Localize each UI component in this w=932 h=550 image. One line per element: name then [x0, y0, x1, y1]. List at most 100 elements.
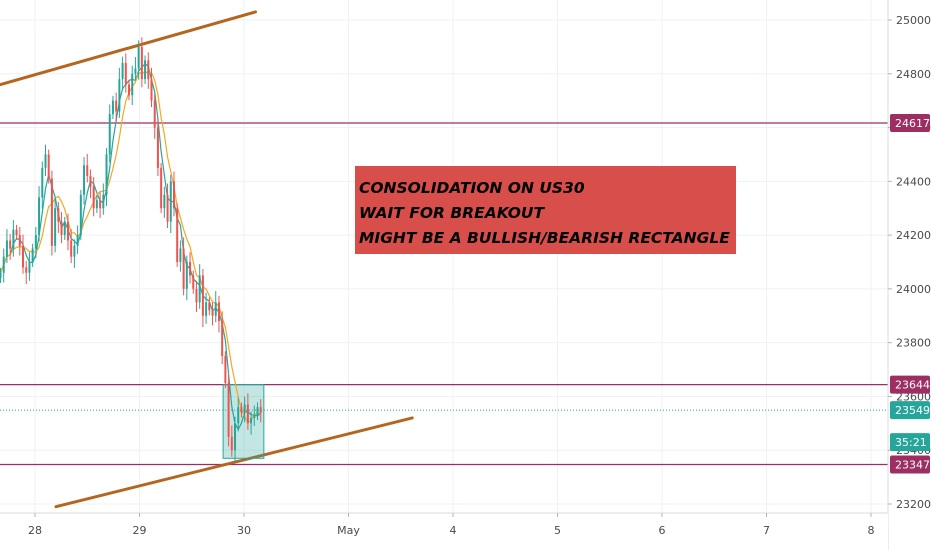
annotation-box: [355, 166, 736, 254]
candle-body: [86, 165, 89, 176]
last-price-tag: 23549: [895, 404, 930, 417]
candle-body: [179, 248, 182, 262]
candle-body: [60, 221, 63, 236]
channel-line-upper: [0, 10, 257, 87]
time-tick-label: 30: [237, 524, 251, 537]
candle-body: [31, 248, 34, 262]
candle-body: [224, 356, 227, 383]
candle-body: [140, 46, 143, 80]
candle-body: [182, 248, 185, 289]
candle-body: [25, 267, 28, 273]
price-level-tag: 24617: [895, 117, 930, 130]
annotation-line-3: MIGHT BE A BULLISH/BEARISH RECTANGLE: [359, 229, 730, 247]
channel-lines: [0, 10, 414, 509]
time-tick-label: 29: [133, 524, 147, 537]
candle-body: [185, 262, 188, 289]
candle-body: [105, 154, 108, 195]
candle-body: [89, 175, 92, 187]
price-levels: [0, 122, 888, 466]
ma-slow-line: [0, 71, 261, 424]
candle-body: [115, 100, 118, 112]
candle-body: [79, 194, 82, 236]
price-level-tag-bg: [890, 455, 930, 474]
moving-averages: [0, 62, 262, 431]
candle-body: [163, 194, 166, 209]
candle-body: [137, 46, 140, 69]
candle-body: [34, 235, 37, 249]
candle-body: [221, 321, 224, 357]
candle-body: [169, 181, 172, 222]
candle-body: [102, 194, 105, 209]
candle-body: [256, 407, 259, 416]
candle-body: [134, 68, 137, 74]
channel-line-lower: [54, 416, 414, 509]
price-tick-label: 24800: [896, 68, 931, 81]
candle-body: [28, 262, 31, 273]
price-tick-label: 24000: [896, 283, 931, 296]
countdown-tag-bg: [890, 433, 930, 452]
candles: [0, 37, 262, 462]
candle-body: [250, 417, 253, 424]
candle-body: [153, 100, 156, 128]
candle-body: [156, 127, 159, 168]
price-tick-label: 24200: [896, 229, 931, 242]
candle-body: [192, 275, 195, 289]
time-scale: [0, 513, 888, 550]
candle-body: [198, 275, 201, 303]
candle-body: [246, 404, 249, 424]
time-tick-label: 7: [763, 524, 770, 537]
candle-body: [230, 436, 233, 451]
candle-body: [38, 197, 41, 236]
candle-body: [44, 154, 47, 168]
candle-body: [172, 181, 175, 209]
candle-body: [205, 302, 208, 316]
countdown-tag: 35:21: [895, 436, 927, 449]
candle-body: [240, 407, 243, 413]
price-tick-label: 23600: [896, 390, 931, 403]
candle-body: [50, 178, 53, 246]
candle-body: [189, 262, 192, 276]
candle-body: [227, 383, 230, 437]
annotation-line-1: CONSOLIDATION ON US30: [359, 179, 585, 197]
candle-body: [12, 229, 15, 249]
candle-body: [195, 288, 198, 303]
candle-body: [63, 221, 66, 236]
candle-body: [41, 167, 44, 198]
candle-body: [121, 63, 124, 80]
candle-body: [2, 256, 5, 273]
time-tick-label: 28: [28, 524, 42, 537]
time-tick-label: May: [337, 524, 360, 537]
candle-body: [76, 235, 79, 246]
candle-body: [147, 60, 150, 80]
candle-body: [131, 73, 134, 96]
price-level-tag-bg: [890, 113, 930, 132]
candle-body: [201, 275, 204, 316]
candle-body: [73, 245, 76, 257]
time-tick-label: 4: [450, 524, 457, 537]
candle-body: [128, 84, 131, 96]
candle-body: [111, 100, 114, 115]
candle-body: [253, 415, 256, 418]
price-tick-label: 24400: [896, 175, 931, 188]
candle-body: [47, 154, 50, 179]
annotation: CONSOLIDATION ON US30 WAIT FOR BREAKOUT …: [355, 166, 736, 254]
candle-body: [259, 407, 262, 413]
candle-body: [83, 165, 86, 195]
price-level-tag-bg: [890, 375, 930, 394]
candle-body: [95, 200, 98, 209]
candle-body: [214, 302, 217, 316]
candle-body: [166, 194, 169, 222]
last-price-tag-bg: [890, 401, 930, 420]
price-tick-label: 23800: [896, 337, 931, 350]
candle-body: [208, 302, 211, 311]
candle-body: [22, 245, 25, 268]
candle-body: [118, 79, 121, 112]
consolidation-rectangle: [222, 384, 265, 459]
time-tick-label: 6: [659, 524, 666, 537]
candle-body: [243, 404, 246, 413]
candle-body: [160, 167, 163, 209]
candle-body: [0, 272, 2, 279]
price-tick-label: 23200: [896, 498, 931, 511]
candle-body: [9, 240, 12, 249]
